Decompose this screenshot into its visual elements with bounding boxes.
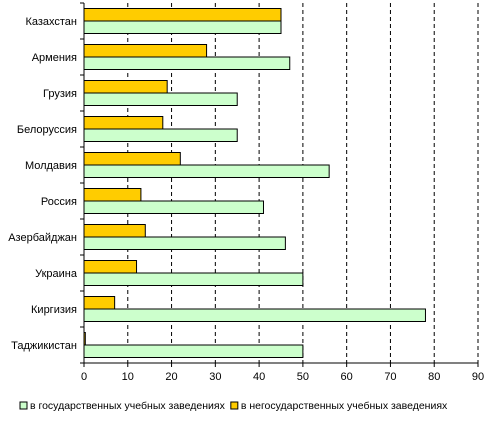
bar-private-4	[83, 152, 181, 166]
bar-private-7	[83, 260, 138, 274]
legend-label: в негосударственных учебных заведениях	[241, 400, 448, 412]
category-label: Белоруссия	[17, 124, 77, 136]
x-tick-label: 40	[253, 371, 265, 383]
x-tick-label: 0	[81, 371, 87, 383]
bar-state-8	[83, 308, 426, 322]
category-label: Киргизия	[31, 304, 77, 316]
bar-private-3	[83, 116, 164, 130]
bar-private-5	[83, 188, 142, 202]
category-label: Таджикистан	[11, 340, 77, 352]
bars	[83, 8, 426, 358]
x-tick-label: 80	[428, 371, 440, 383]
x-tick-label: 50	[297, 371, 309, 383]
category-labels: Казахстан Армения Грузия Белоруссия Молдавия…	[8, 16, 78, 352]
category-label: Россия	[41, 196, 77, 208]
x-tick-label: 60	[341, 371, 353, 383]
bar-state-7	[83, 272, 304, 286]
legend-swatch	[19, 401, 28, 410]
legend: в государственных учебных заведениях в не…	[19, 400, 448, 412]
bar-state-4	[83, 164, 330, 178]
bar-state-3	[83, 128, 238, 142]
bar-state-2	[83, 92, 238, 106]
bar-state-0	[83, 20, 282, 34]
legend-swatch	[230, 401, 239, 410]
x-tick-label: 20	[165, 371, 177, 383]
category-label: Грузия	[43, 88, 77, 100]
category-label: Украина	[35, 268, 78, 280]
category-label: Азербайджан	[8, 232, 77, 244]
x-tick-label: 30	[209, 371, 221, 383]
bar-state-5	[83, 200, 264, 214]
x-tick-label: 90	[472, 371, 484, 383]
category-label: Молдавия	[25, 160, 77, 172]
x-tick-label: 70	[384, 371, 396, 383]
bar-private-0	[83, 8, 282, 22]
bar-private-6	[83, 224, 146, 238]
axes	[80, 2, 479, 367]
x-tick-labels: 0 10 20 30 40 50 60 70 80 90	[81, 371, 484, 383]
bar-private-2	[83, 80, 168, 94]
bar-state-9	[83, 344, 304, 358]
bar-state-6	[83, 236, 286, 250]
category-label: Казахстан	[25, 16, 77, 28]
legend-label: в государственных учебных заведениях	[30, 400, 226, 412]
x-tick-label: 10	[122, 371, 134, 383]
bar-private-8	[83, 296, 116, 310]
bar-private-1	[83, 44, 208, 58]
category-label: Армения	[32, 52, 77, 64]
bar-state-1	[83, 56, 291, 70]
